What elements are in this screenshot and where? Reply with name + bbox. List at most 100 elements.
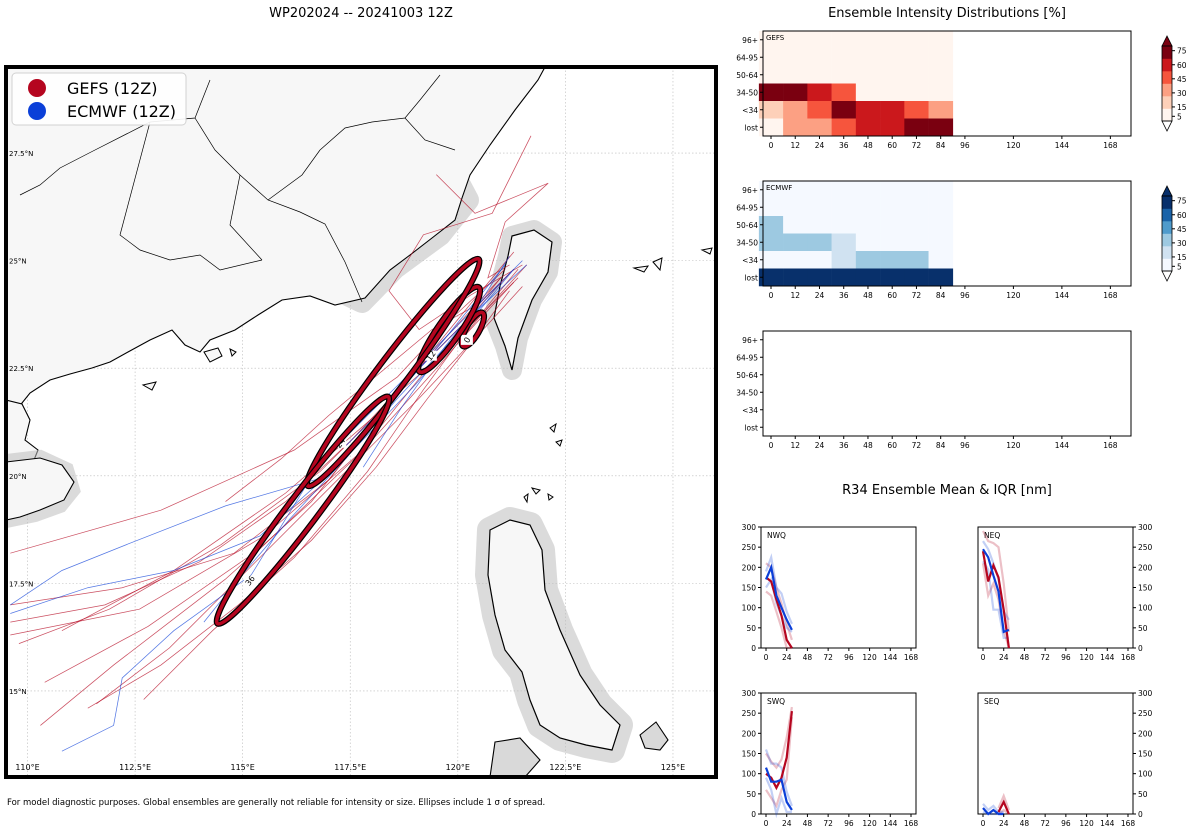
intensity-cell bbox=[855, 216, 881, 234]
intensity-cell bbox=[855, 83, 881, 102]
r34-ytick-label: 300 bbox=[742, 689, 757, 698]
colorbar-swatch bbox=[1162, 246, 1172, 259]
r34-xtick-label: 168 bbox=[904, 653, 919, 662]
ecmwf-mean-line bbox=[764, 767, 793, 811]
r34-xtick-label: 72 bbox=[1040, 819, 1050, 828]
intensity-cell bbox=[880, 181, 905, 199]
intensity-cell bbox=[783, 31, 808, 49]
ecmwf-mean-line bbox=[982, 548, 1010, 634]
intensity-xtick-label: 168 bbox=[1103, 291, 1118, 300]
intensity-cell bbox=[807, 31, 832, 49]
mindoro-island bbox=[489, 737, 541, 777]
intensity-ytick-label: 50-64 bbox=[736, 371, 758, 380]
r34-quadrant-label: SWQ bbox=[767, 697, 785, 706]
intensity-ytick-label: lost bbox=[744, 423, 758, 432]
intensity-cell bbox=[928, 268, 954, 287]
ellipse-label-bg bbox=[460, 334, 473, 345]
colorbar-tick-label: 75 bbox=[1177, 47, 1187, 56]
intensity-cell bbox=[807, 101, 832, 119]
intensity-cell bbox=[807, 268, 832, 287]
intensity-ytick-label: 34-50 bbox=[736, 88, 758, 97]
intensity-cell bbox=[855, 66, 881, 84]
intensity-panel-ecmwf: ECMWF 96+ 64-95 50-64 34-50 <34 lost 0 12 24 36 48 6… bbox=[736, 180, 1132, 300]
lat-tick-label: 20°N bbox=[9, 473, 27, 481]
intensity-xtick-label: 0 bbox=[769, 441, 774, 450]
map-tick-labels: 110°E 112.5°E 115°E 117.5°E 120°E 122.5°E 125°… bbox=[9, 150, 685, 772]
r34-quadrant-label: NEQ bbox=[984, 531, 1000, 540]
colorbar-extend-max bbox=[1161, 35, 1173, 47]
intensity-cell bbox=[928, 66, 954, 84]
intensity-ytick-label: 96+ bbox=[742, 186, 758, 195]
intensity-xtick-label: 12 bbox=[790, 291, 800, 300]
r34-quadrant-label: NWQ bbox=[767, 531, 786, 540]
r34-ytick-label: 300 bbox=[1138, 523, 1153, 532]
colorbar-tick-label: 15 bbox=[1177, 103, 1187, 112]
colorbar-extend-min bbox=[1161, 270, 1173, 282]
intensity-cell bbox=[831, 66, 857, 84]
intensity-cell bbox=[855, 48, 881, 67]
intensity-cell bbox=[807, 233, 832, 252]
intensity-xtick-label: 48 bbox=[863, 141, 873, 150]
gefs-track bbox=[388, 135, 532, 331]
r34-ytick-label: 250 bbox=[1138, 709, 1153, 718]
ellipse-hour-label: 0 bbox=[462, 336, 472, 345]
r34-xtick-label: 144 bbox=[883, 653, 898, 662]
gefs-mean-line bbox=[981, 551, 1010, 649]
intensity-cell bbox=[758, 101, 784, 119]
intensity-cell bbox=[928, 118, 954, 137]
colorbar-swatch bbox=[1162, 233, 1172, 247]
r34-ytick-label: 50 bbox=[1138, 790, 1148, 799]
intensity-cell bbox=[904, 268, 929, 287]
r34-ytick-label: 50 bbox=[746, 624, 756, 633]
colorbar-swatch bbox=[1162, 258, 1172, 272]
intensity-cell bbox=[928, 31, 954, 49]
intensity-xtick-label: 24 bbox=[815, 141, 825, 150]
intensity-xtick-label: 48 bbox=[863, 291, 873, 300]
taiwan-island bbox=[493, 229, 553, 371]
samar-island bbox=[639, 721, 669, 751]
r34-ytick-label: 100 bbox=[742, 770, 757, 779]
legend-ecmwf-marker bbox=[28, 102, 46, 120]
intensity-xtick-label: 144 bbox=[1055, 141, 1070, 150]
colorbar-frame bbox=[1161, 195, 1173, 272]
r34-ytick-label: 100 bbox=[1138, 604, 1153, 613]
r34-ytick-label: 100 bbox=[742, 604, 757, 613]
intensity-ytick-label: 50-64 bbox=[736, 221, 758, 230]
r34-ytick-label: 200 bbox=[1138, 563, 1153, 572]
r34-ytick-label: 200 bbox=[742, 563, 757, 572]
ecmwf-iqr-lower bbox=[764, 777, 792, 819]
colorbar-tick-label: 30 bbox=[1177, 239, 1187, 248]
intensity-cell bbox=[928, 216, 954, 234]
intensity-ytick-label: <34 bbox=[742, 106, 758, 115]
intensity-ytick-label: 34-50 bbox=[736, 238, 758, 247]
intensity-cell bbox=[758, 83, 784, 102]
intensity-xtick-label: 84 bbox=[936, 291, 946, 300]
colorbar-extend-max bbox=[1161, 185, 1173, 197]
r34-xtick-label: 0 bbox=[981, 653, 986, 662]
colorbar-swatch bbox=[1162, 96, 1172, 109]
r34-ytick-label: 250 bbox=[1138, 543, 1153, 552]
intensity-cell bbox=[880, 268, 905, 287]
intensity-xtick-label: 72 bbox=[912, 441, 922, 450]
intensity-panel-label: GEFS bbox=[766, 34, 785, 42]
intensity-cell bbox=[783, 48, 808, 67]
colorbar-swatch bbox=[1162, 46, 1172, 59]
r34-ytick-label: 150 bbox=[742, 584, 757, 593]
intensity-cell bbox=[831, 83, 857, 102]
intensity-cell bbox=[758, 233, 784, 252]
intensity-ytick-label: 64-95 bbox=[736, 203, 758, 212]
intensity-ytick-label: 50-64 bbox=[736, 71, 758, 80]
intensity-cell bbox=[904, 66, 929, 84]
intensity-cell bbox=[855, 251, 881, 269]
r34-xtick-label: 0 bbox=[764, 819, 769, 828]
intensity-cell bbox=[831, 268, 857, 287]
intensity-cell bbox=[904, 83, 929, 102]
intensity-xtick-label: 144 bbox=[1055, 291, 1070, 300]
r34-ytick-label: 150 bbox=[1138, 750, 1153, 759]
intensity-xtick-label: 84 bbox=[936, 441, 946, 450]
figure-title: WP202024 -- 20241003 12Z bbox=[269, 6, 453, 21]
land-masses bbox=[6, 67, 713, 777]
intensity-cell bbox=[904, 216, 929, 234]
r34-xtick-label: 48 bbox=[1020, 653, 1030, 662]
